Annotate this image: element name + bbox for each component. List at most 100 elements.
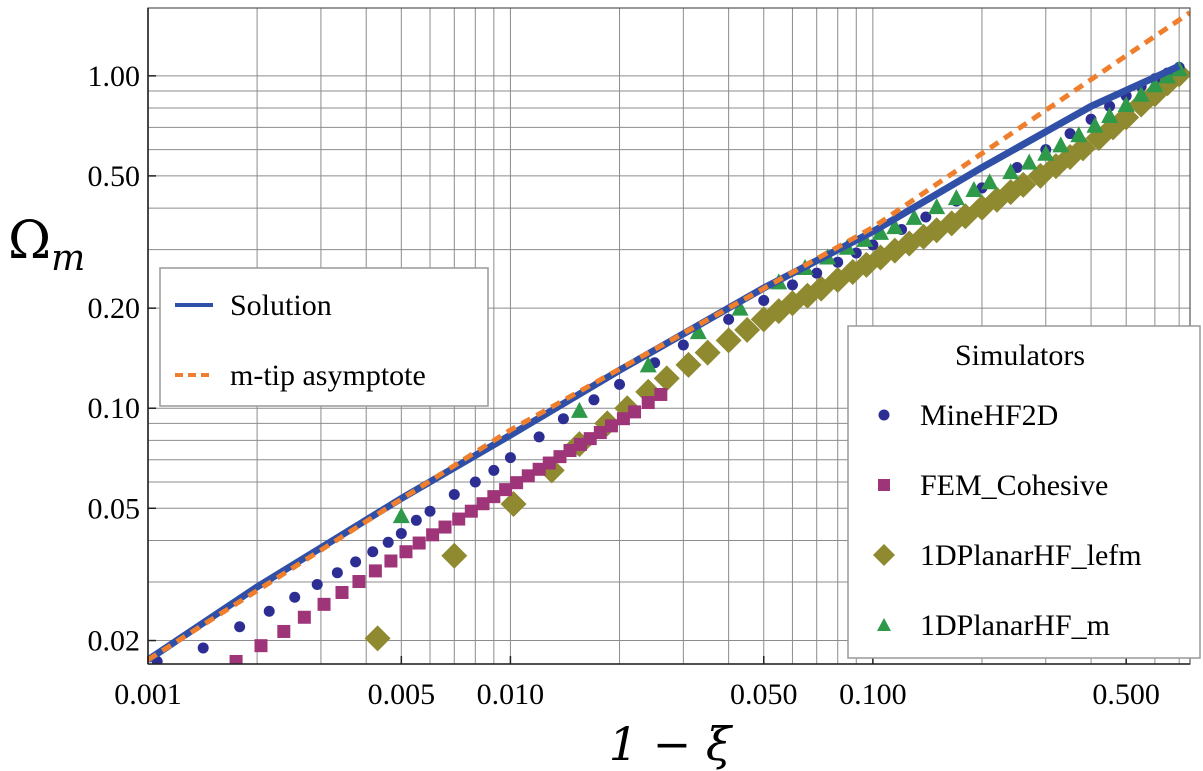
point-1DPlanarHF_m (928, 198, 946, 215)
point-MineHF2D (533, 431, 545, 443)
simulators-legend: Simulators MineHF2D FEM_Cohesive 1DPlanarHF… (847, 325, 1201, 659)
point-1DPlanarHF_m (1070, 126, 1088, 143)
legend-marker-1DPlanarHF_m (877, 618, 891, 631)
x-tick-label: 0.100 (839, 678, 907, 711)
line-legend: Solution m-tip asymptote (159, 267, 489, 407)
point-1DPlanarHF_m (1020, 153, 1038, 170)
point-MineHF2D (920, 211, 932, 223)
point-MineHF2D (469, 476, 481, 488)
legend-marker-MineHF2D (878, 409, 890, 421)
point-1DPlanarHF_m (981, 173, 999, 190)
point-FEM_Cohesive (499, 483, 513, 497)
y-tick-label: 0.10 (88, 392, 141, 425)
point-1DPlanarHF_m (947, 189, 965, 206)
point-MineHF2D (395, 527, 407, 539)
point-FEM_Cohesive (542, 456, 556, 470)
point-MineHF2D (588, 394, 600, 406)
point-MineHF2D (811, 267, 823, 279)
point-FEM_Cohesive (317, 597, 331, 611)
point-MineHF2D (289, 591, 301, 603)
point-FEM_Cohesive (438, 520, 452, 534)
point-FEM_Cohesive (510, 476, 524, 490)
point-MineHF2D (263, 605, 275, 617)
point-1DPlanarHF_m (1101, 106, 1119, 123)
point-MineHF2D (758, 294, 770, 306)
legend-label-MineHF2D: MineHF2D (920, 399, 1058, 432)
point-FEM_Cohesive (297, 610, 311, 624)
y-tick-label: 0.02 (88, 625, 141, 658)
point-FEM_Cohesive (593, 426, 607, 440)
point-FEM_Cohesive (532, 462, 546, 476)
x-tick-label: 0.500 (1092, 678, 1160, 711)
point-1DPlanarHF_lefm (675, 351, 702, 378)
point-MineHF2D (557, 413, 569, 425)
point-1DPlanarHF_lefm (694, 339, 721, 366)
point-FEM_Cohesive (399, 545, 413, 559)
point-FEM_Cohesive (426, 528, 440, 542)
plot-area (148, 10, 1190, 664)
point-1DPlanarHF_lefm (734, 316, 761, 343)
point-FEM_Cohesive (229, 654, 243, 664)
x-tick-label: 0.010 (477, 678, 545, 711)
point-FEM_Cohesive (352, 575, 366, 589)
point-MineHF2D (723, 313, 735, 325)
point-MineHF2D (1104, 100, 1116, 112)
y-tick-label: 0.05 (88, 492, 141, 525)
point-1DPlanarHF_m (965, 181, 983, 198)
point-FEM_Cohesive (254, 639, 268, 653)
tick-labels: 0.001 0.005 0.010 0.050 0.100 0.500 0.02 0.05 0.… (88, 60, 1160, 711)
point-1DPlanarHF_m (392, 507, 410, 524)
point-FEM_Cohesive (412, 536, 426, 550)
point-1DPlanarHF_lefm (441, 542, 468, 569)
legend-label-m-tip-asymptote: m-tip asymptote (230, 359, 426, 392)
legend-label-1DPlanarHF_lefm: 1DPlanarHF_lefm (920, 539, 1142, 572)
plot-content (148, 10, 1190, 664)
point-FEM_Cohesive (563, 444, 577, 458)
simulators-legend-box (847, 325, 1201, 659)
point-FEM_Cohesive (604, 419, 618, 433)
point-MineHF2D (504, 452, 516, 464)
point-FEM_Cohesive (583, 432, 597, 446)
point-FEM_Cohesive (452, 512, 466, 526)
y-tick-label: 0.50 (88, 160, 141, 193)
point-1DPlanarHF_lefm (364, 625, 391, 652)
y-tick-label: 1.00 (88, 60, 141, 93)
x-axis-label: 1 − ξ (609, 717, 734, 771)
point-1DPlanarHF_m (731, 299, 749, 316)
point-MineHF2D (786, 279, 798, 291)
point-FEM_Cohesive (476, 497, 490, 511)
point-MineHF2D (448, 489, 460, 501)
x-tick-label: 0.050 (730, 678, 798, 711)
point-MineHF2D (614, 378, 626, 390)
point-MineHF2D (350, 556, 362, 568)
point-MineHF2D (311, 578, 323, 590)
point-FEM_Cohesive (277, 624, 291, 638)
point-1DPlanarHF_m (639, 356, 657, 373)
point-MineHF2D (850, 247, 862, 259)
point-MineHF2D (382, 536, 394, 548)
series-FEM_Cohesive (229, 387, 668, 664)
point-MineHF2D (367, 546, 379, 558)
point-FEM_Cohesive (573, 437, 587, 451)
series-1DPlanarHF_m (392, 60, 1188, 524)
point-FEM_Cohesive (335, 585, 349, 599)
axes (147, 7, 1191, 665)
point-1DPlanarHF_m (1052, 136, 1070, 153)
point-FEM_Cohesive (464, 504, 478, 518)
x-tick-label: 0.001 (114, 678, 182, 711)
legend-marker-FEM_Cohesive (878, 479, 890, 491)
point-1DPlanarHF_m (570, 401, 588, 418)
point-MineHF2D (677, 339, 689, 351)
point-FEM_Cohesive (487, 490, 501, 504)
legend-label-1DPlanarHF_m: 1DPlanarHF_m (920, 609, 1110, 642)
point-1DPlanarHF_m (689, 323, 707, 340)
point-MineHF2D (234, 621, 246, 633)
point-MineHF2D (410, 514, 422, 526)
point-FEM_Cohesive (384, 554, 398, 568)
point-1DPlanarHF_lefm (653, 365, 680, 392)
point-MineHF2D (832, 256, 844, 268)
line-legend-box (159, 267, 489, 407)
point-1DPlanarHF_m (1146, 76, 1164, 93)
x-tick-label: 0.005 (368, 678, 436, 711)
